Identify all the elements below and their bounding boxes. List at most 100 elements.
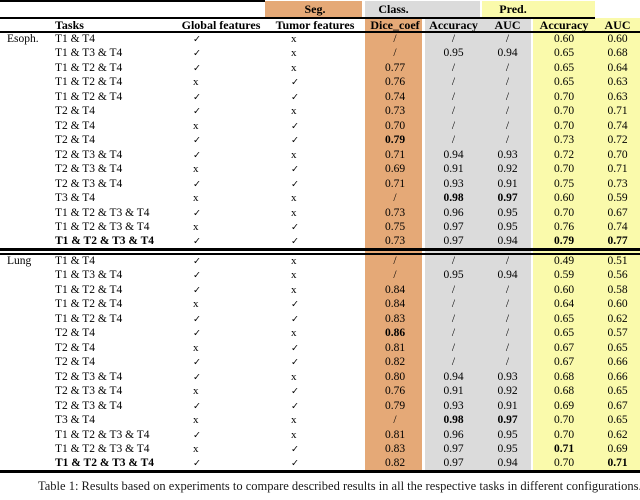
tumor-features-cell: ✓ (265, 76, 365, 91)
class-accuracy-cell: / (425, 341, 482, 356)
dice-coef-cell: 0.77 (365, 61, 425, 76)
global-features-cell: ✓ (177, 90, 265, 105)
group-label (0, 312, 55, 327)
table-caption: Table 1: Results based on experiments to… (38, 479, 640, 493)
group-label (0, 327, 55, 342)
dice-coef-cell: 0.81 (365, 428, 425, 443)
check-icon: ✓ (193, 235, 201, 247)
group-label (0, 370, 55, 385)
class-auc-cell: 0.94 (482, 457, 533, 473)
task-cell: T1 & T3 & T4 (55, 47, 123, 59)
group-label: Lung (7, 255, 32, 267)
task-cell: T1 & T2 & T3 & T4 (55, 428, 150, 441)
class-auc-cell: / (482, 119, 533, 134)
global-features-cell: ✓ (177, 47, 265, 62)
group-label (0, 235, 55, 250)
dice-coef-cell: 0.81 (365, 341, 425, 356)
x-mark-icon: x (193, 443, 199, 455)
pred-accuracy-cell: 0.69 (533, 399, 595, 414)
global-features-cell: ✓ (177, 32, 265, 47)
dice-coef-cell: / (365, 413, 425, 428)
x-mark-icon: x (291, 105, 297, 117)
tumor-features-cell: ✓ (265, 399, 365, 414)
x-mark-icon: x (291, 47, 297, 59)
table-row: T2 & T3 & T4 ✓ x 0.80 0.94 0.93 0.68 0.66 (0, 370, 640, 385)
pred-accuracy-cell: 0.70 (533, 413, 595, 428)
pred-accuracy-cell: 0.65 (533, 46, 595, 61)
class-auc-cell: 0.95 (482, 442, 533, 457)
check-icon: ✓ (291, 313, 299, 325)
dice-coef-cell: 0.79 (365, 399, 425, 414)
pred-auc-cell: 0.60 (595, 297, 640, 312)
tumor-features-cell: x (265, 32, 365, 47)
tumor-features-cell: ✓ (265, 385, 365, 400)
divider-cell (482, 248, 533, 255)
check-icon: ✓ (193, 256, 201, 267)
pred-auc-cell: 0.51 (595, 254, 640, 269)
x-mark-icon: x (291, 428, 297, 441)
pred-accuracy-cell: 0.65 (533, 312, 595, 327)
dice-coef-cell: 0.69 (365, 162, 425, 177)
pred-auc-cell: 0.77 (595, 235, 640, 250)
class-auc-cell: 0.95 (482, 220, 533, 235)
pred-auc-cell: 0.66 (595, 370, 640, 385)
pred-accuracy-cell: 0.71 (533, 442, 595, 457)
dice-coef-cell: 0.70 (365, 119, 425, 134)
check-icon: ✓ (291, 342, 299, 354)
group-label (0, 163, 55, 178)
tumor-features-cell: ✓ (265, 298, 365, 313)
class-auc-cell: 0.95 (482, 428, 533, 443)
global-features-cell: ✓ (177, 235, 265, 250)
seg-group-header: Seg. (265, 1, 365, 19)
class-auc-cell: 0.95 (482, 206, 533, 221)
x-mark-icon: x (291, 327, 297, 339)
x-mark-icon: x (291, 61, 297, 74)
x-mark-icon: x (291, 414, 297, 426)
x-mark-icon: x (291, 370, 297, 383)
pred-auc-cell: 0.67 (595, 206, 640, 221)
dice-coef-cell: 0.86 (365, 326, 425, 341)
task-cell: T1 & T2 & T3 & T4 (55, 221, 150, 233)
check-icon: ✓ (193, 48, 201, 59)
dice-coef-cell: 0.71 (365, 148, 425, 163)
group-label (0, 177, 55, 192)
check-icon: ✓ (193, 178, 201, 190)
global-features-cell: x (177, 385, 265, 400)
pred-auc-cell: 0.62 (595, 312, 640, 327)
check-icon: ✓ (193, 270, 201, 281)
table-row: T1 & T2 & T3 & T4 ✓ x 0.73 0.96 0.95 0.70 0.67 (0, 206, 640, 221)
table-row: T2 & T3 & T4 ✓ x 0.71 0.94 0.93 0.72 0.70 (0, 148, 640, 163)
class-auc-cell: / (482, 297, 533, 312)
table-row: T1 & T2 & T4 ✓ x 0.77//0.65 0.64 (0, 61, 640, 76)
class-auc-cell: 0.94 (482, 46, 533, 61)
class-auc-cell: 0.94 (482, 235, 533, 250)
pred-accuracy-cell: 0.65 (533, 326, 595, 341)
dice-coef-cell: 0.84 (365, 283, 425, 298)
pred-accuracy-cell: 0.75 (533, 177, 595, 192)
global-features-cell: x (177, 414, 265, 429)
pred-auc-cell: 0.74 (595, 220, 640, 235)
class-accuracy-cell: 0.96 (425, 206, 482, 221)
x-mark-icon: x (193, 221, 199, 233)
tumor-features-column-header: Tumor features (265, 18, 365, 33)
check-icon: ✓ (193, 207, 201, 219)
table-row: T1 & T2 & T4 ✓ ✓ 0.74//0.70 0.63 (0, 90, 640, 105)
class-accuracy-cell: / (425, 297, 482, 312)
pred-auc-cell: 0.63 (595, 90, 640, 105)
pred-accuracy-cell: 0.49 (533, 254, 595, 269)
class-accuracy-cell: 0.98 (425, 191, 482, 206)
table-row: T1 & T2 & T3 & T4 x ✓ 0.83 0.97 0.95 0.71 0.69 (0, 442, 640, 457)
global-features-cell: x (177, 221, 265, 236)
tumor-features-cell: ✓ (265, 312, 365, 327)
tumor-features-cell: ✓ (265, 163, 365, 178)
table-row: T1 & T3 & T4 ✓ x /0.95 0.94 0.59 0.56 (0, 268, 640, 283)
check-icon: ✓ (291, 164, 299, 175)
group-label (0, 119, 55, 134)
x-mark-icon: x (193, 163, 199, 175)
global-features-cell: ✓ (177, 399, 265, 414)
group-label (0, 192, 55, 207)
global-features-cell: ✓ (177, 370, 265, 385)
global-features-cell: x (177, 119, 265, 134)
class-accuracy-cell: 0.98 (425, 413, 482, 428)
dice-coef-cell: / (365, 254, 425, 269)
